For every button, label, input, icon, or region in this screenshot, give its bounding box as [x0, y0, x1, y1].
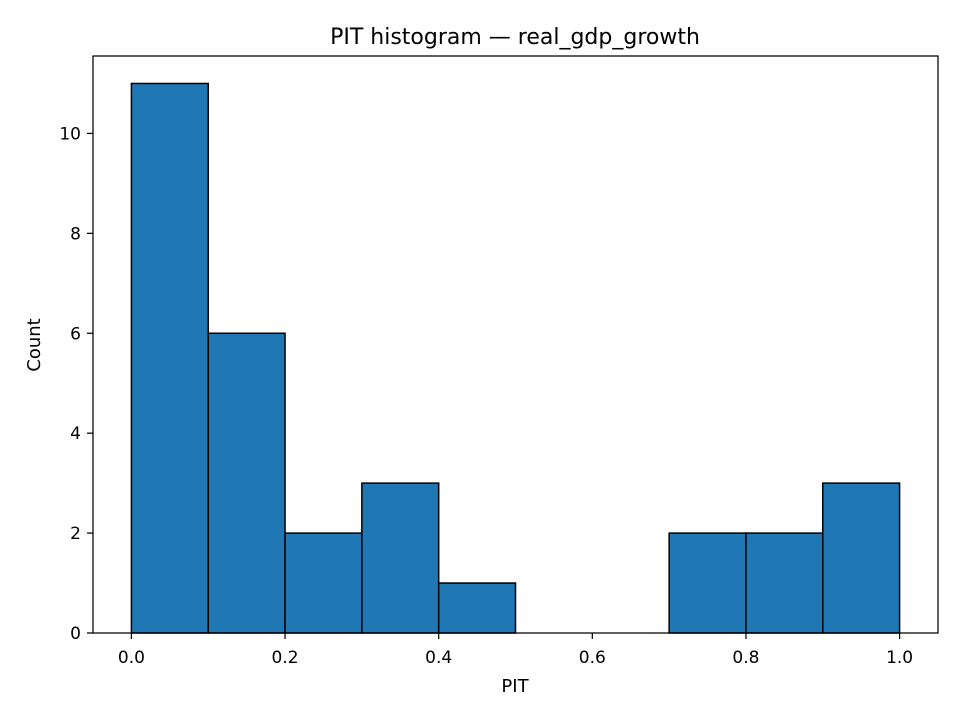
y-axis-ticks: 0 2 4 6 8 10 [59, 124, 93, 644]
y-tick-label: 10 [59, 124, 81, 144]
x-tick-label: 0.8 [732, 648, 759, 668]
plot-area-frame [92, 55, 939, 634]
x-tick-label: 0.2 [272, 648, 299, 668]
y-tick-label: 4 [70, 424, 81, 444]
x-axis-ticks: 0.0 0.2 0.4 0.6 0.8 1.0 [118, 633, 913, 668]
x-tick-label: 0.6 [579, 648, 606, 668]
y-tick-label: 2 [70, 524, 81, 544]
x-tick-label: 0.4 [425, 648, 452, 668]
histogram-bar-7 [668, 532, 747, 634]
histogram-bar-4 [437, 582, 517, 634]
histogram-bar-3 [361, 482, 440, 634]
y-tick-label: 6 [70, 324, 81, 344]
x-tick-label: 1.0 [886, 648, 913, 668]
histogram-bar-9 [822, 482, 901, 634]
y-tick-label: 0 [70, 624, 81, 644]
y-tick-label: 8 [70, 224, 81, 244]
histogram-bar-8 [745, 532, 824, 634]
histogram-bar-0 [130, 82, 209, 634]
histogram-bar-2 [284, 532, 363, 634]
y-axis-label: Count [24, 318, 45, 371]
histogram-bar-1 [207, 332, 286, 634]
x-axis-label: PIT [501, 676, 529, 697]
chart-title: PIT histogram — real_gdp_growth [330, 25, 700, 50]
bars-group [130, 82, 901, 634]
x-tick-label: 0.0 [118, 648, 145, 668]
